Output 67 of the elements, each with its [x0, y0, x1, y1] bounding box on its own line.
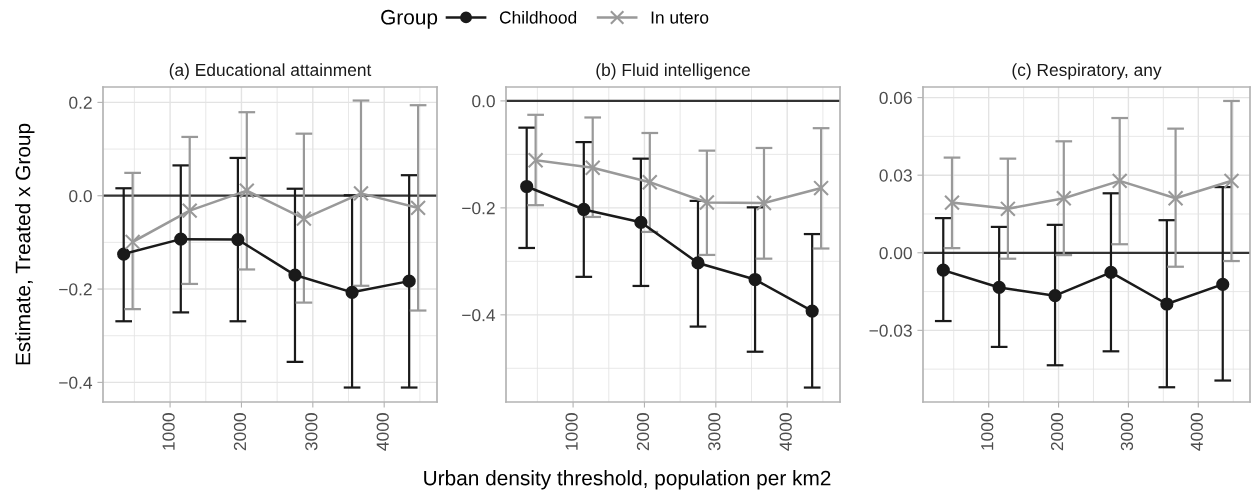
- point: [345, 285, 359, 299]
- chart-title: (a) Educational attainment: [169, 63, 372, 80]
- legend-label: Childhood: [499, 10, 577, 24]
- point: [1167, 190, 1184, 207]
- point: [999, 200, 1016, 217]
- point: [584, 159, 601, 176]
- point: [117, 247, 131, 261]
- point: [577, 202, 591, 217]
- x-tick-label: 4000: [779, 413, 792, 451]
- x-axis-title: Urban density threshold, population per km2: [424, 470, 831, 490]
- x-tick-label: 1000: [162, 413, 175, 450]
- point: [936, 263, 950, 277]
- y-tick-label: −0.2: [59, 283, 92, 296]
- point: [353, 185, 369, 202]
- point: [174, 232, 188, 246]
- y-tick-label: 0.06: [879, 91, 912, 105]
- point: [231, 233, 245, 247]
- x-tick-label: 3000: [708, 413, 721, 451]
- point: [1055, 190, 1072, 207]
- point: [238, 182, 255, 199]
- point: [1223, 172, 1240, 189]
- y-tick-label: 0.2: [69, 96, 92, 109]
- y-tick-label: −0.4: [59, 376, 93, 389]
- x-tick-label: 4000: [1190, 413, 1203, 451]
- x-tick-label: 4000: [376, 413, 389, 451]
- x-tick-label: 2000: [1050, 413, 1064, 451]
- chart-title: (b) Fluid intelligence: [596, 63, 750, 80]
- y-axis-title: Estimate, Treated x Group: [15, 123, 35, 365]
- legend-label: In utero: [651, 11, 709, 24]
- y-tick-label: 0.0: [69, 189, 92, 203]
- point: [1104, 265, 1118, 280]
- legend-title: Group: [381, 9, 438, 29]
- point: [756, 195, 772, 212]
- point: [805, 304, 819, 318]
- point: [992, 280, 1006, 295]
- y-tick-label: 0.00: [879, 246, 912, 260]
- x-tick-label: 1000: [565, 413, 578, 450]
- point: [1048, 289, 1062, 303]
- point: [520, 179, 534, 194]
- x-tick-label: 3000: [1120, 413, 1134, 451]
- x-tick-label: 2000: [233, 413, 247, 451]
- point: [691, 256, 705, 270]
- point: [634, 215, 648, 229]
- point: [402, 274, 416, 288]
- y-tick-label: −0.4: [462, 308, 496, 322]
- point: [295, 210, 312, 227]
- y-tick-label: −0.2: [462, 202, 495, 215]
- y-tick-label: 0.03: [879, 169, 912, 182]
- point: [288, 268, 302, 282]
- y-tick-label: 0.0: [472, 95, 495, 108]
- point: [1160, 297, 1174, 311]
- point: [748, 272, 762, 287]
- point: [181, 202, 198, 219]
- point: [1216, 277, 1230, 291]
- point: [641, 174, 658, 191]
- x-tick-label: 1000: [981, 413, 994, 450]
- point: [813, 180, 830, 197]
- point: [1111, 172, 1128, 189]
- point: [124, 233, 141, 250]
- point: [944, 194, 960, 211]
- point: [527, 152, 544, 169]
- point: [698, 194, 715, 211]
- x-tick-label: 3000: [305, 413, 318, 451]
- x-tick-label: 2000: [636, 413, 650, 451]
- chart-title: (c) Respiratory, any: [1012, 63, 1162, 80]
- y-tick-label: −0.03: [869, 324, 912, 337]
- point: [410, 199, 427, 216]
